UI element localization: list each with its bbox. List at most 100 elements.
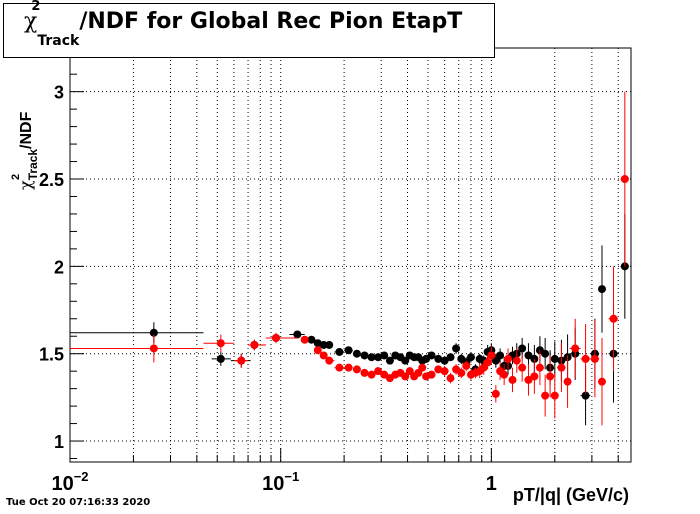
y-label-chi: χ — [16, 180, 35, 190]
data-point — [446, 374, 455, 383]
data-point — [590, 354, 599, 363]
data-point — [344, 363, 353, 372]
data-point — [149, 328, 158, 337]
data-point — [581, 354, 590, 363]
data-point — [550, 354, 559, 363]
data-point — [293, 330, 302, 339]
data-point — [541, 349, 550, 358]
y-label-sup: 2 — [10, 174, 22, 180]
y-label-sub: Track — [26, 149, 40, 181]
data-point — [546, 372, 555, 381]
data-point — [352, 349, 361, 358]
x-axis: 10−2 10−1 1 — [51, 448, 619, 495]
data-point — [344, 346, 353, 355]
data-point — [216, 354, 225, 363]
y-label-rest: /NDF — [18, 111, 35, 149]
x-tick-label: 1 — [486, 473, 497, 495]
data-point — [563, 377, 572, 386]
data-point — [487, 351, 496, 360]
data-point — [597, 377, 606, 386]
data-point — [367, 353, 376, 362]
data-point — [360, 351, 369, 360]
data-point — [401, 372, 410, 381]
data-point — [609, 314, 618, 323]
data-point — [434, 354, 443, 363]
data-point — [457, 368, 466, 377]
title-rest: /NDF for Global Rec Pion EtapT — [79, 9, 463, 34]
data-point — [313, 346, 322, 355]
data-point — [491, 389, 500, 398]
data-point — [557, 363, 566, 372]
data-point — [385, 356, 394, 365]
data-point — [512, 356, 521, 365]
data-point — [237, 356, 246, 365]
data-point — [367, 370, 376, 379]
data-point — [508, 375, 517, 384]
data-point — [504, 354, 513, 363]
y-tick-label: 1.5 — [39, 345, 64, 365]
x-tick-label: 10−2 — [51, 469, 88, 495]
data-point — [541, 391, 550, 400]
title-sup: 2 — [31, 0, 41, 14]
data-point — [325, 356, 334, 365]
x-tick-label: 10−1 — [262, 469, 299, 495]
y-tick-label: 1 — [54, 432, 64, 452]
grid-lines — [70, 48, 631, 462]
data-point — [571, 344, 580, 353]
data-point — [446, 353, 455, 362]
data-point — [374, 367, 383, 376]
data-point — [620, 175, 629, 184]
data-point — [250, 340, 259, 349]
plot-border — [69, 47, 632, 463]
data-point — [496, 351, 505, 360]
data-point — [518, 363, 527, 372]
data-point — [374, 353, 383, 362]
data-point — [401, 356, 410, 365]
data-point — [352, 365, 361, 374]
y-tick-label: 3 — [54, 83, 64, 103]
data-point — [518, 344, 527, 353]
data-point — [483, 358, 492, 367]
data-point — [530, 372, 539, 381]
y-tick-label: 2 — [54, 257, 64, 277]
data-point — [325, 340, 334, 349]
data-point — [380, 351, 389, 360]
data-point — [405, 367, 414, 376]
data-point — [427, 370, 436, 379]
data-point — [524, 351, 533, 360]
plot-frame — [69, 47, 632, 463]
title-chi: χ — [24, 9, 38, 34]
y-tick-label: 2.5 — [39, 170, 64, 190]
data-point — [500, 370, 509, 379]
data-point — [418, 363, 427, 372]
data-point — [427, 351, 436, 360]
series-1 — [70, 91, 629, 426]
chart-title-box: χ 2 Track/NDF for Global Rec Pion EtapT — [3, 0, 495, 58]
timestamp: Tue Oct 20 07:16:33 2020 — [6, 497, 151, 508]
data-point — [319, 340, 328, 349]
data-point — [335, 347, 344, 356]
x-axis-label: pT/|q| (GeV/c) — [513, 485, 629, 505]
data-series — [70, 91, 629, 426]
title-sub: Track — [37, 33, 80, 50]
data-point — [434, 365, 443, 374]
data-point — [581, 391, 590, 400]
data-point — [319, 351, 328, 360]
data-point — [597, 285, 606, 294]
data-point — [300, 335, 309, 344]
data-point — [440, 367, 449, 376]
chart-title: χ 2 Track/NDF for Global Rec Pion EtapT — [24, 0, 463, 49]
data-point — [335, 363, 344, 372]
data-point — [380, 370, 389, 379]
data-point — [452, 344, 461, 353]
data-point — [466, 353, 475, 362]
data-point — [360, 368, 369, 377]
data-point — [524, 375, 533, 384]
data-point — [535, 363, 544, 372]
data-point — [462, 361, 471, 370]
data-point — [149, 344, 158, 353]
data-point — [550, 391, 559, 400]
y-axis: 1 1.5 2 2.5 3 — [39, 56, 84, 460]
data-point — [271, 333, 280, 342]
